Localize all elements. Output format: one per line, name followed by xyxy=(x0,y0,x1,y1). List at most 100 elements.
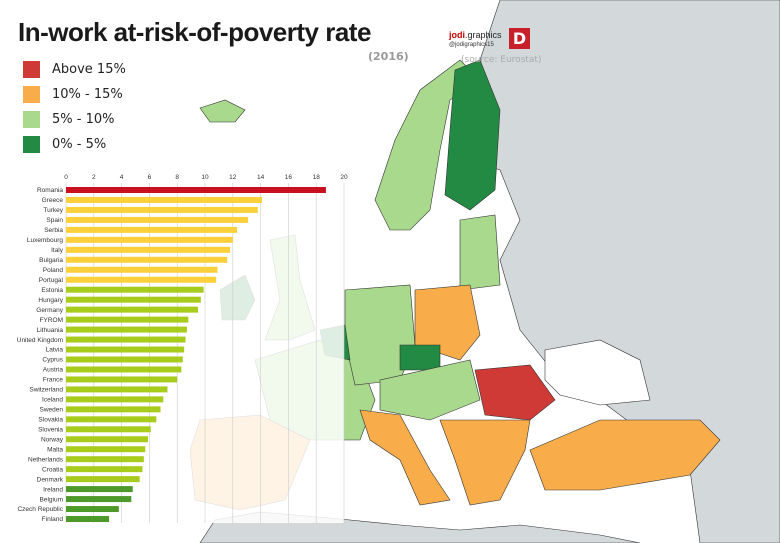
category-label: Croatia xyxy=(42,466,63,473)
map-finland xyxy=(444,59,501,211)
category-label: Luxembourg xyxy=(27,237,64,244)
bar-greece xyxy=(66,196,262,203)
bar-france xyxy=(66,376,178,383)
category-label: Poland xyxy=(43,267,64,274)
category-label: Bulgaria xyxy=(39,257,63,264)
map-turkey xyxy=(529,419,721,491)
brand-name: jodi.graphics xyxy=(449,30,502,41)
category-label: Denmark xyxy=(37,476,64,483)
legend-label: Above 15% xyxy=(52,62,126,77)
legend-label: 5% - 10% xyxy=(52,112,115,127)
bar-latvia xyxy=(66,346,185,353)
bar-romania xyxy=(66,187,326,193)
x-tick-label: 20 xyxy=(340,174,348,181)
x-tick-label: 12 xyxy=(229,174,237,181)
category-label: FYROM xyxy=(40,317,63,324)
x-tick-label: 8 xyxy=(175,174,179,181)
bar-denmark xyxy=(66,476,140,483)
map-balkans xyxy=(439,419,531,506)
category-label: Romania xyxy=(37,187,63,194)
category-label: Ireland xyxy=(43,486,63,493)
bar-norway xyxy=(66,436,149,443)
map-iceland xyxy=(199,99,246,123)
x-tick-label: 0 xyxy=(64,174,68,181)
bar-estonia xyxy=(66,286,204,293)
bar-germany xyxy=(66,306,199,313)
legend-item: 0% - 5% xyxy=(23,132,126,157)
bar-hungary xyxy=(66,296,201,303)
bar-serbia xyxy=(66,226,237,233)
category-label: Serbia xyxy=(44,227,63,234)
legend-swatch xyxy=(23,86,40,103)
source-label: (source: Eurostat) xyxy=(461,55,542,65)
legend-swatch xyxy=(23,61,40,78)
map-baltics xyxy=(459,214,501,291)
bar-ireland xyxy=(66,486,133,493)
bar-malta xyxy=(66,446,146,453)
category-label: Portugal xyxy=(39,277,64,284)
bar-chart: 0 2 4 6 8 10 12 14 16 18 20 Romania Greece Turkey Spai… xyxy=(17,174,348,523)
bar-sweden xyxy=(66,406,161,413)
legend-item: 5% - 10% xyxy=(23,107,126,132)
bar-portugal xyxy=(66,276,217,283)
x-tick-label: 18 xyxy=(313,174,321,181)
category-label: France xyxy=(43,377,64,384)
category-label: Czech Republic xyxy=(17,506,63,513)
page-title: In-work at-risk-of-poverty rate xyxy=(18,17,371,47)
legend-label: 0% - 5% xyxy=(52,137,107,152)
category-label: Cyprus xyxy=(42,357,63,364)
brand-name-main: jodi xyxy=(449,30,465,40)
bar-slovenia xyxy=(66,426,151,433)
category-label: Turkey xyxy=(43,207,63,214)
category-label: Slovakia xyxy=(38,417,63,424)
map-central xyxy=(379,359,481,421)
category-label: Estonia xyxy=(41,287,63,294)
category-label: United Kingdom xyxy=(17,337,63,344)
category-label: Spain xyxy=(46,217,63,224)
category-label: Lithuania xyxy=(37,327,64,334)
bar-turkey xyxy=(66,206,258,213)
category-label: Slovenia xyxy=(38,426,63,433)
legend-label: 10% - 15% xyxy=(52,87,123,102)
category-label: Austria xyxy=(43,367,64,374)
x-tick-label: 4 xyxy=(120,174,124,181)
map-czechia xyxy=(399,344,441,371)
category-label: Switzerland xyxy=(29,387,63,394)
bar-luxembourg xyxy=(66,236,233,243)
x-tick-label: 14 xyxy=(257,174,265,181)
brand-logo: D xyxy=(509,28,530,49)
category-label: Finland xyxy=(42,516,64,523)
map-italy xyxy=(359,409,451,506)
bar-united-kingdom xyxy=(66,336,186,343)
legend: Above 15% 10% - 15% 5% - 10% 0% - 5% xyxy=(23,57,126,157)
category-label: Malta xyxy=(47,446,63,453)
bar-switzerland xyxy=(66,386,168,393)
map-white-region xyxy=(544,339,651,406)
x-tick-label: 16 xyxy=(285,174,293,181)
legend-item: Above 15% xyxy=(23,57,126,82)
bar-czech-republic xyxy=(66,506,119,513)
category-label: Italy xyxy=(51,247,64,254)
legend-swatch xyxy=(23,111,40,128)
category-label: Greece xyxy=(42,197,64,204)
brand-name-suffix: .graphics xyxy=(465,30,502,40)
bar-poland xyxy=(66,266,218,273)
bar-slovakia xyxy=(66,416,157,423)
bar-austria xyxy=(66,366,182,373)
category-label: Hungary xyxy=(38,297,63,304)
bar-italy xyxy=(66,246,231,253)
legend-swatch xyxy=(23,136,40,153)
brand-handle: @jodigraphics15 xyxy=(449,42,494,48)
bar-finland xyxy=(66,516,110,523)
category-label: Iceland xyxy=(42,397,63,404)
bar-lithuania xyxy=(66,326,187,333)
category-label: Sweden xyxy=(40,407,64,414)
x-tick-label: 2 xyxy=(92,174,96,181)
category-label: Germany xyxy=(36,307,63,314)
legend-item: 10% - 15% xyxy=(23,82,126,107)
map-romania xyxy=(474,364,556,421)
category-label: Belgium xyxy=(40,496,63,503)
category-label: Netherlands xyxy=(28,456,64,463)
bar-fyrom xyxy=(66,316,189,323)
bar-cyprus xyxy=(66,356,183,363)
